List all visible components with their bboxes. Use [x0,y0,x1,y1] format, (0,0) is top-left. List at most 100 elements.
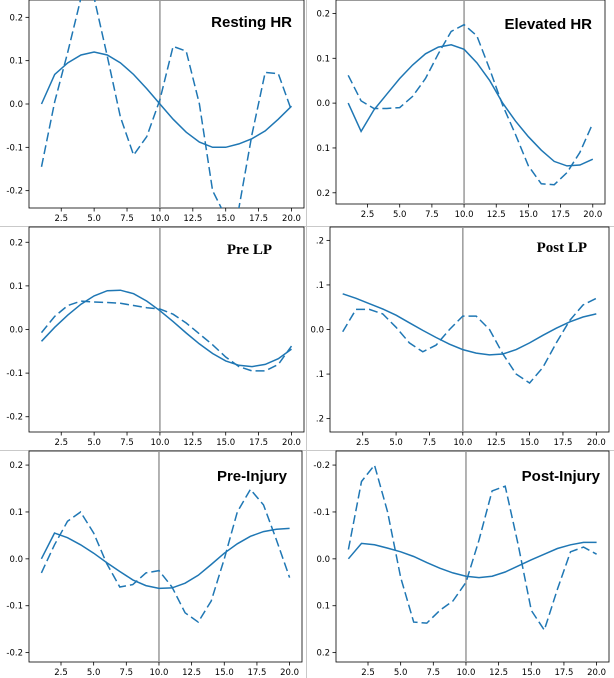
x-tick-label: 17.5 [247,668,266,678]
series-line-dashed [40,488,291,624]
series-line-solid [40,289,292,368]
series-line-dashed [347,463,597,632]
x-tick-label: 17.5 [249,438,268,448]
chart-title: Pre-Injury [217,468,288,485]
x-tick-label: 7.5 [425,210,439,220]
panel-resting-hr: -0.2 -0.1 0.0 0.1 0.2 2.5 5.0 7.5 10.0 12.5 15.0 17… [0,0,306,226]
chart-title: Post LP [537,240,587,256]
series-line-dashed [40,0,293,208]
chart-pre-lp: -0.2 -0.1 0.0 0.1 0.2 2.5 5.0 7.5 10.0 12.5 15.0 17… [6,226,305,448]
x-tick-label: 12.5 [182,668,201,678]
panel-post-lp: .2 .1 0.0 .1 .2 2.5 5.0 7.5 10.0 12.5 15.0 17.5 20.0… [307,226,614,450]
y-tick-label: -0.2 [6,413,23,423]
chart-post-injury: 0.2 0.1 0.0 -0.1 -0.2 2.5 5.0 7.5 10.0 12.5 15.0 17… [313,450,610,678]
x-tick-label: 2.5 [54,214,68,224]
horizontal-divider-bottom [0,450,614,451]
y-tick-label: -0.2 [313,461,330,471]
series-line-solid [40,51,293,149]
x-tick-label: 7.5 [120,214,134,224]
panel-pre-lp: -0.2 -0.1 0.0 0.1 0.2 2.5 5.0 7.5 10.0 12.5 15.0 17… [0,226,306,450]
chart-title: Post-Injury [522,468,601,485]
x-tick-label: 20.0 [282,214,301,224]
x-tick-label: 15.0 [215,668,234,678]
y-tick-label: -0.2 [6,649,23,659]
y-tick-label: 0.1 [9,508,23,518]
y-tick-label: 0.2 [9,461,23,471]
x-tick-label: 5.0 [87,668,101,678]
y-tick-label: .2 [316,236,324,246]
x-tick-label: 10.0 [455,210,474,220]
y-tick-label: 0.1 [316,144,330,154]
x-tick-label: 15.0 [519,210,538,220]
x-tick-label: 5.0 [87,438,101,448]
x-tick-label: 10.0 [150,668,169,678]
x-tick-label: 12.5 [489,668,508,678]
x-tick-label: 10.0 [453,438,472,448]
panel-pre-injury: -0.2 -0.1 0.0 0.1 0.2 2.5 5.0 7.5 10.0 12.5 15.0 17… [0,450,306,678]
x-tick-label: 7.5 [120,438,134,448]
panel-post-injury: 0.2 0.1 0.0 -0.1 -0.2 2.5 5.0 7.5 10.0 12.5 15.0 17… [307,450,614,678]
x-tick-label: 20.0 [587,438,606,448]
x-tick-label: 17.5 [554,668,573,678]
x-tick-label: 15.0 [520,438,539,448]
y-tick-label: 0.1 [316,54,330,64]
x-tick-label: 20.0 [282,438,301,448]
series-line-dashed [40,300,293,372]
panel-elevated-hr: 0.2 0.1 0.0 0.1 0.2 2.5 5.0 7.5 10.0 12.5 15.0 17.5… [307,0,614,226]
y-tick-label: -0.1 [6,143,23,153]
x-tick-label: 2.5 [361,210,375,220]
chart-elevated-hr: 0.2 0.1 0.0 0.1 0.2 2.5 5.0 7.5 10.0 12.5 15.0 17.5… [316,0,606,220]
x-tick-label: 20.0 [583,210,602,220]
x-tick-label: 12.5 [487,210,506,220]
y-tick-label: 0.2 [316,9,330,19]
series-line-solid [347,541,597,579]
series-line-solid [40,527,290,590]
series-line-dashed [342,297,597,384]
axes-frame [329,226,610,433]
y-tick-label: 0.0 [9,326,23,336]
y-tick-label: -0.1 [6,602,23,612]
y-tick-label: 0.1 [9,57,23,67]
x-tick-label: 2.5 [54,668,68,678]
chart-resting-hr: -0.2 -0.1 0.0 0.1 0.2 2.5 5.0 7.5 10.0 12.5 15.0 17… [6,0,305,224]
x-tick-label: 10.0 [457,668,476,678]
chart-post-lp: .2 .1 0.0 .1 .2 2.5 5.0 7.5 10.0 12.5 15.0 17.5 20.0… [310,226,610,448]
y-tick-label: 0.2 [316,189,330,199]
x-tick-label: 10.0 [150,214,169,224]
x-tick-label: 7.5 [120,668,134,678]
x-tick-label: 7.5 [427,668,441,678]
x-tick-label: 7.5 [423,438,437,448]
x-tick-label: 2.5 [361,668,375,678]
y-tick-label: 0.0 [310,326,324,336]
y-tick-label: 0.0 [316,555,330,565]
y-tick-label: 0.2 [316,649,330,659]
x-tick-label: 5.0 [393,210,407,220]
x-tick-label: 15.0 [522,668,541,678]
series-line-solid [342,293,597,356]
x-tick-label: 17.5 [553,438,572,448]
chart-pre-injury: -0.2 -0.1 0.0 0.1 0.2 2.5 5.0 7.5 10.0 12.5 15.0 17… [6,450,303,678]
axes-frame [335,0,606,205]
x-tick-label: 12.5 [183,214,202,224]
y-tick-label: .2 [316,415,324,425]
axes-frame [335,450,610,663]
vertical-divider [306,0,307,678]
y-tick-label: 0.0 [9,100,23,110]
x-tick-label: 5.0 [87,214,101,224]
chart-title: Elevated HR [504,16,592,33]
x-tick-label: 5.0 [394,668,408,678]
x-tick-label: 12.5 [487,438,506,448]
x-tick-label: 5.0 [389,438,403,448]
x-tick-label: 15.0 [216,214,235,224]
y-tick-label: 0.2 [9,238,23,248]
axes-frame [28,450,303,663]
x-tick-label: 20.0 [280,668,299,678]
y-tick-label: 0.1 [9,282,23,292]
y-tick-label: 0.0 [316,99,330,109]
x-tick-label: 2.5 [54,438,68,448]
x-tick-label: 15.0 [216,438,235,448]
y-tick-label: .1 [316,370,324,380]
series-line-dashed [347,23,594,186]
horizontal-divider-top [0,226,614,227]
y-tick-label: .1 [316,281,324,291]
